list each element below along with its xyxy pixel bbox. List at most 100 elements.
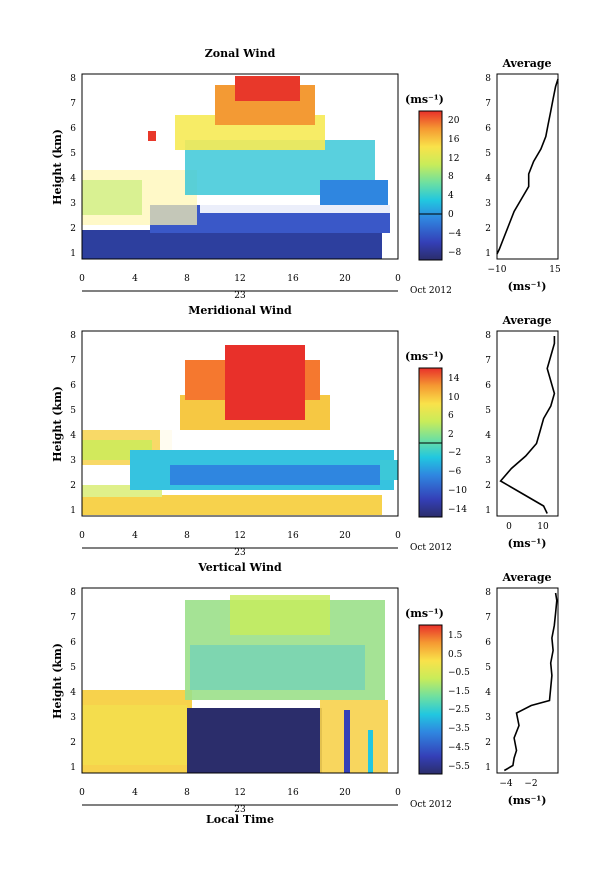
avg-title: Average bbox=[501, 314, 551, 327]
avg-y-tick: 3 bbox=[485, 456, 491, 466]
avg-y-tick: 6 bbox=[485, 124, 491, 134]
avg-profile-line bbox=[496, 78, 559, 255]
y-tick: 6 bbox=[70, 124, 76, 134]
avg-y-tick: 8 bbox=[485, 331, 491, 341]
colorbar-tick: 2 bbox=[448, 430, 454, 440]
avg-y-tick: 2 bbox=[485, 738, 491, 748]
avg-x-label: (ms⁻¹) bbox=[508, 537, 547, 550]
avg-x-tick: −10 bbox=[488, 265, 507, 275]
y-tick: 3 bbox=[70, 713, 76, 723]
panel-zonal: Zonal Wind 0 4 8 12 16 20 0 1 2 bbox=[51, 47, 561, 301]
avg-y-ticks: 1 2 3 4 5 6 7 8 bbox=[485, 331, 491, 516]
avg-y-tick: 4 bbox=[485, 688, 491, 698]
y-tick: 5 bbox=[70, 406, 76, 416]
panel-title: Vertical Wind bbox=[197, 561, 282, 574]
y-tick: 2 bbox=[70, 224, 76, 234]
x-tick: 12 bbox=[234, 531, 245, 541]
x-tick: 0 bbox=[395, 788, 401, 798]
colorbar-unit: (ms⁻¹) bbox=[405, 93, 444, 106]
x-ticks: 0 4 8 12 16 20 0 bbox=[79, 788, 401, 798]
avg-title: Average bbox=[501, 57, 551, 70]
y-tick: 4 bbox=[70, 688, 76, 698]
date-label: 23 bbox=[234, 291, 246, 301]
x-ticks: 0 4 8 12 16 20 0 bbox=[79, 531, 401, 541]
colorbar-tick: −3.5 bbox=[448, 724, 470, 734]
y-tick: 4 bbox=[70, 174, 76, 184]
y-tick: 5 bbox=[70, 663, 76, 673]
colorbar-tick: −2 bbox=[448, 448, 461, 458]
x-tick: 8 bbox=[184, 788, 190, 798]
avg-y-tick: 1 bbox=[485, 763, 491, 773]
x-tick: 0 bbox=[395, 531, 401, 541]
y-tick: 2 bbox=[70, 481, 76, 491]
x-tick: 4 bbox=[132, 274, 138, 284]
colorbar-tick: 16 bbox=[448, 135, 460, 145]
avg-y-tick: 7 bbox=[485, 613, 491, 623]
colorbar-tick: −4.5 bbox=[448, 743, 470, 753]
avg-x-tick: −4 bbox=[499, 779, 513, 789]
y-axis-label: Height (km) bbox=[51, 129, 64, 205]
y-tick: 1 bbox=[70, 249, 76, 259]
y-ticks: 1 2 3 4 5 6 7 8 bbox=[70, 588, 76, 773]
avg-x-tick: 0 bbox=[506, 522, 512, 532]
avg-y-tick: 3 bbox=[485, 713, 491, 723]
y-tick: 2 bbox=[70, 738, 76, 748]
avg-y-tick: 8 bbox=[485, 588, 491, 598]
y-axis-label: Height (km) bbox=[51, 643, 64, 719]
x-tick: 20 bbox=[339, 788, 351, 798]
avg-y-tick: 8 bbox=[485, 74, 491, 84]
colorbar-ticks: 14 10 6 2 −2 −6 −10 −14 bbox=[448, 374, 467, 515]
colorbar-tick: −4 bbox=[448, 229, 462, 239]
colorbar-tick: 14 bbox=[448, 374, 460, 384]
avg-frame bbox=[496, 330, 559, 517]
heatmap-meridional bbox=[82, 331, 398, 516]
colorbar-unit: (ms⁻¹) bbox=[405, 350, 444, 363]
avg-x-label: (ms⁻¹) bbox=[508, 280, 547, 293]
y-tick: 3 bbox=[70, 456, 76, 466]
colorbar-tick: 10 bbox=[448, 393, 460, 403]
panel-title: Meridional Wind bbox=[188, 304, 292, 317]
colorbar-tick: −8 bbox=[448, 248, 462, 258]
y-tick: 8 bbox=[70, 331, 76, 341]
colorbar-tick: −2.5 bbox=[448, 705, 470, 715]
panel-meridional: Meridional Wind 0 4 8 12 16 20 0 1 bbox=[51, 304, 559, 558]
colorbar-tick: 4 bbox=[448, 191, 454, 201]
panel-vertical: Vertical Wind 0 4 8 12 16 20 0 1 2 3 bbox=[51, 561, 559, 826]
avg-x-tick: 15 bbox=[549, 265, 561, 275]
date-label: 23 bbox=[234, 548, 246, 558]
x-tick: 0 bbox=[395, 274, 401, 284]
colorbar-tick: −6 bbox=[448, 467, 462, 477]
colorbar-tick: −0.5 bbox=[448, 668, 470, 678]
date-suffix: Oct 2012 bbox=[410, 800, 452, 810]
avg-y-tick: 1 bbox=[485, 249, 491, 259]
x-tick: 20 bbox=[339, 274, 351, 284]
y-ticks: 1 2 3 4 5 6 7 8 bbox=[70, 74, 76, 259]
y-tick: 1 bbox=[70, 763, 76, 773]
colorbar bbox=[418, 110, 443, 261]
y-tick: 1 bbox=[70, 506, 76, 516]
y-tick: 3 bbox=[70, 199, 76, 209]
x-tick: 12 bbox=[234, 788, 245, 798]
avg-y-tick: 2 bbox=[485, 224, 491, 234]
colorbar bbox=[418, 624, 443, 775]
x-axis-label: Local Time bbox=[206, 813, 274, 826]
y-tick: 7 bbox=[70, 613, 76, 623]
avg-y-tick: 5 bbox=[485, 149, 491, 159]
avg-title: Average bbox=[501, 571, 551, 584]
avg-y-tick: 4 bbox=[485, 174, 491, 184]
avg-y-tick: 3 bbox=[485, 199, 491, 209]
x-tick: 0 bbox=[79, 788, 85, 798]
colorbar-tick: 0.5 bbox=[448, 650, 463, 660]
date-suffix: Oct 2012 bbox=[410, 543, 452, 553]
y-tick: 6 bbox=[70, 381, 76, 391]
colorbar-tick: 8 bbox=[448, 172, 454, 182]
x-tick: 12 bbox=[234, 274, 245, 284]
avg-profile-line bbox=[503, 592, 558, 772]
avg-profile-line bbox=[499, 336, 556, 514]
avg-y-tick: 7 bbox=[485, 99, 491, 109]
avg-frame bbox=[496, 587, 559, 774]
colorbar-tick: −14 bbox=[448, 505, 467, 515]
avg-y-tick: 6 bbox=[485, 638, 491, 648]
avg-y-tick: 4 bbox=[485, 431, 491, 441]
heatmap-zonal bbox=[82, 74, 398, 259]
